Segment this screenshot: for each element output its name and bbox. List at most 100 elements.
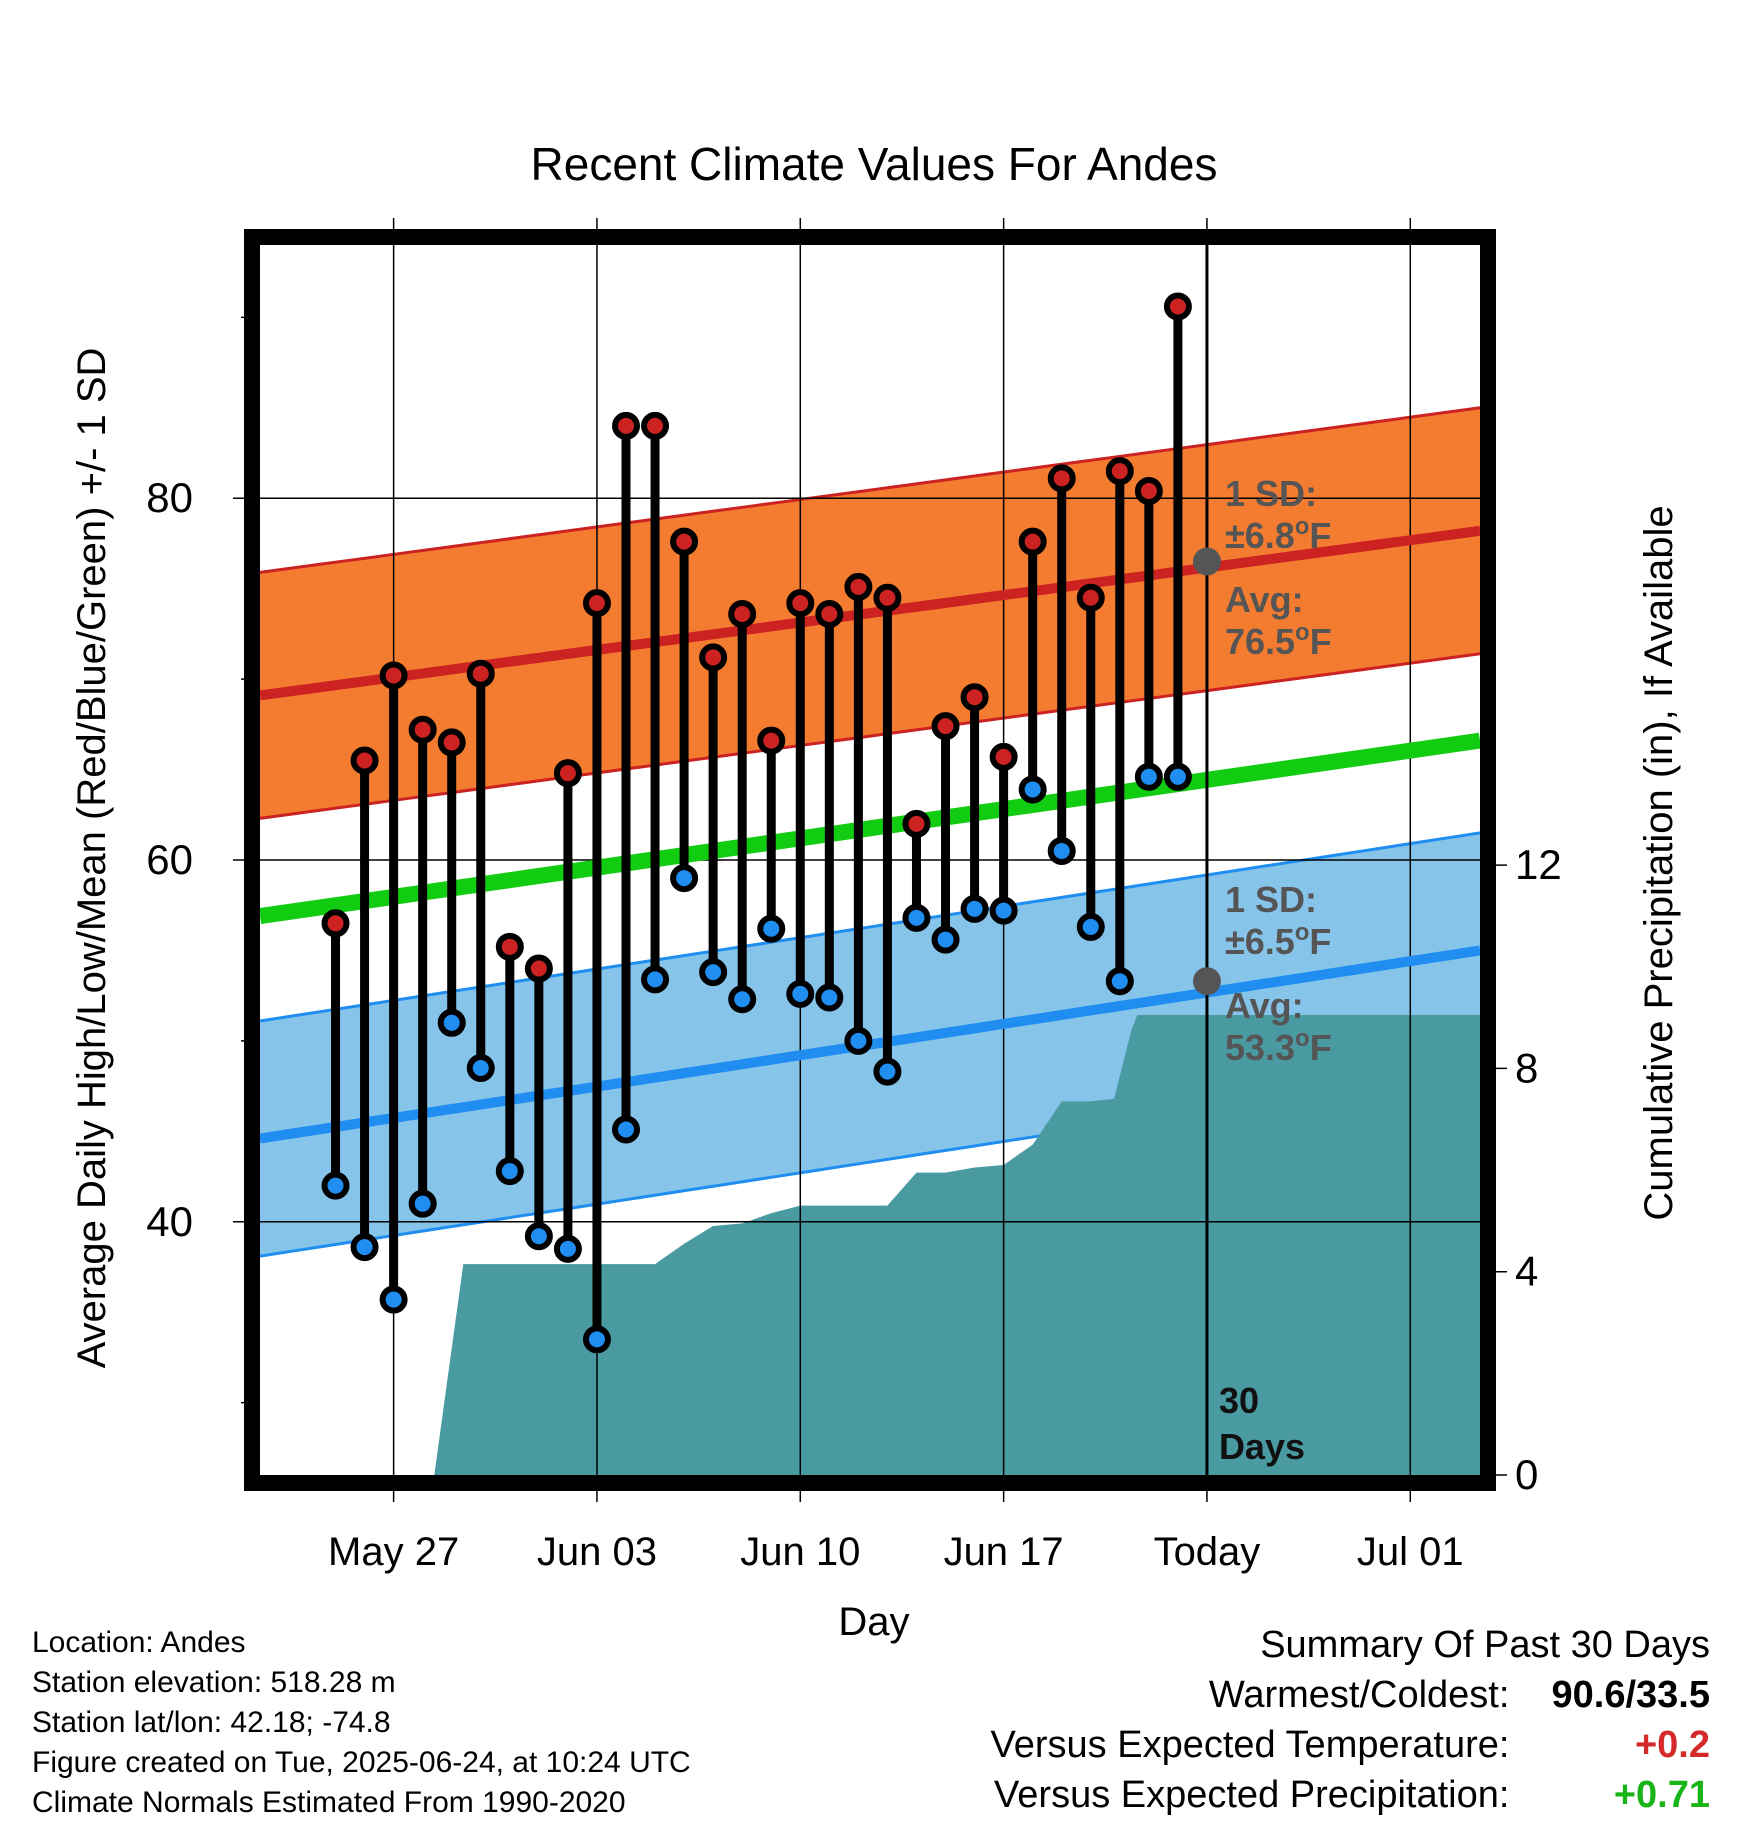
x-tick-label: Jun 03 — [537, 1530, 657, 1574]
x-axis-label: Day — [838, 1600, 909, 1644]
low-sd-upper-edge — [259, 831, 1481, 1023]
y2-axis-label: Cumulative Precipitation (in), If Availa… — [1637, 505, 1681, 1220]
station-info: Location: Andes Station elevation: 518.2… — [32, 1623, 691, 1823]
low-point — [728, 985, 757, 1014]
high-avg-label-degree: o — [1295, 619, 1310, 646]
high-point — [582, 589, 611, 618]
high-point — [844, 572, 873, 601]
normal-high-line — [259, 525, 1481, 701]
daily-values — [321, 292, 1192, 1354]
low-point — [873, 1057, 902, 1086]
y2-tick-label: 4 — [1515, 1248, 1538, 1295]
latlon-text: Station lat/lon: 42.18; -74.8 — [32, 1706, 391, 1739]
y2-tick-label: 12 — [1515, 841, 1562, 888]
normals-text: Climate Normals Estimated From 1990-2020 — [32, 1786, 626, 1819]
high-point — [553, 759, 582, 788]
low-point — [757, 914, 786, 943]
high-point — [728, 600, 757, 628]
x-tick-label: Jul 01 — [1357, 1530, 1464, 1574]
y-tick-label: 40 — [146, 1198, 193, 1245]
warm-cold-label: Warmest/Coldest: — [1208, 1674, 1510, 1716]
low-sd-label-degree: o — [1295, 919, 1310, 946]
warm-cold-value: 90.6/33.5 — [1551, 1674, 1710, 1716]
low-sd-label-unit: F — [1309, 921, 1331, 962]
low-sd-label-line1: 1 SD: — [1225, 879, 1317, 920]
y-axis-label: Average Daily High/Low/Mean (Red/Blue/Gr… — [70, 348, 114, 1369]
high-sd-label-line1: 1 SD: — [1225, 473, 1317, 514]
chart-title: Recent Climate Values For Andes — [531, 138, 1218, 190]
low-point — [350, 1233, 379, 1262]
summary-warm-cold: Warmest/Coldest: 90.6/33.5 — [991, 1670, 1710, 1720]
low-point — [612, 1115, 640, 1144]
high-avg-marker — [1192, 547, 1221, 576]
high-point — [612, 411, 640, 440]
high-point — [902, 809, 931, 838]
summary-heading: Summary Of Past 30 Days — [1260, 1624, 1710, 1666]
low-point — [408, 1189, 437, 1218]
x-tick-label: Today — [1154, 1530, 1261, 1574]
high-avg-label-line1: Avg: — [1225, 579, 1304, 620]
low-point — [670, 864, 699, 893]
low-point — [437, 1008, 466, 1037]
high-point — [1018, 527, 1047, 556]
high-point — [757, 726, 786, 755]
precip-anomaly-label: Versus Expected Precipitation: — [994, 1774, 1510, 1816]
high-point — [495, 932, 524, 961]
low-avg-label-degree: o — [1295, 1025, 1310, 1052]
y-tick-label: 60 — [146, 836, 193, 883]
high-point — [524, 954, 553, 983]
high-sd-label-unit: F — [1309, 515, 1331, 556]
low-avg-label-unit: F — [1310, 1027, 1332, 1068]
low-point — [1047, 836, 1076, 865]
low-sd-label-line2: ±6.5oF — [1225, 919, 1331, 962]
cumulative-precipitation-area — [260, 1015, 1480, 1475]
low-point — [989, 896, 1018, 925]
days-label-line1: 30 — [1219, 1380, 1259, 1421]
low-point — [786, 979, 815, 1008]
high-point — [408, 715, 437, 744]
precip-anomaly-value: +0.71 — [1613, 1774, 1710, 1816]
high-point — [989, 742, 1018, 771]
low-avg-label-line1: Avg: — [1225, 985, 1304, 1026]
low-point — [641, 965, 670, 994]
created-text: Figure created on Tue, 2025-06-24, at 10… — [32, 1746, 691, 1779]
high-point — [670, 527, 699, 556]
high-sd-upper-edge — [259, 406, 1481, 574]
temp-anomaly-value: +0.2 — [1634, 1724, 1710, 1766]
high-point — [1047, 464, 1076, 493]
low-point — [960, 894, 989, 923]
low-point — [844, 1026, 873, 1055]
low-avg-marker — [1192, 967, 1221, 996]
x-tick-label: Jun 10 — [740, 1530, 860, 1574]
high-point — [1076, 583, 1105, 612]
low-point — [1163, 762, 1192, 791]
low-point — [815, 983, 844, 1012]
precipitation-area — [260, 1015, 1480, 1475]
summary-temp: Versus Expected Temperature: +0.2 — [991, 1720, 1710, 1770]
y2-tick-label: 8 — [1515, 1044, 1538, 1091]
summary-panel: Summary Of Past 30 Days Warmest/Coldest:… — [991, 1620, 1710, 1820]
high-avg-label-line2: 76.5oF — [1225, 619, 1332, 662]
low-point — [931, 925, 960, 954]
high-point — [350, 746, 379, 775]
low-point — [495, 1157, 524, 1186]
high-point — [437, 728, 466, 757]
normal-mean-line — [258, 732, 1482, 924]
low-point — [902, 903, 931, 932]
low-point — [1134, 762, 1163, 791]
temp-anomaly-label: Versus Expected Temperature: — [990, 1724, 1510, 1766]
high-point — [379, 661, 408, 690]
axes: May 27 Jun 03 Jun 10 Jun 17 Today Jul 01 40 60 8… — [146, 218, 1562, 1574]
high-point — [1105, 457, 1134, 486]
high-point — [1134, 477, 1163, 505]
x-tick-label: Jun 17 — [944, 1530, 1064, 1574]
high-point — [641, 411, 670, 440]
high-point — [786, 589, 815, 618]
low-point — [699, 958, 728, 987]
high-point — [699, 643, 728, 672]
high-sd-lower-edge — [259, 652, 1481, 820]
y-tick-label: 80 — [146, 474, 193, 521]
x-tick-label: May 27 — [328, 1530, 459, 1574]
